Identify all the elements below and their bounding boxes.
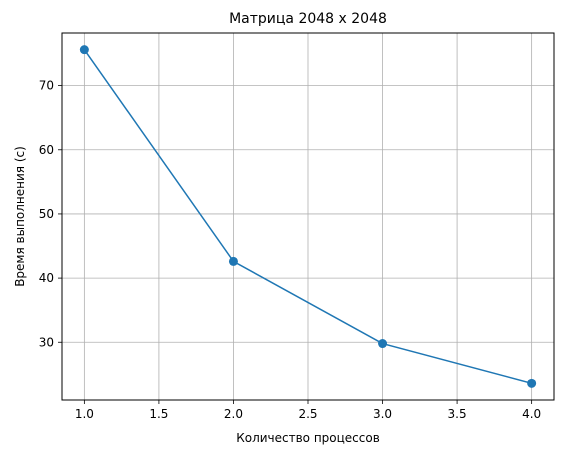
x-tick-label: 2.0 <box>224 407 243 421</box>
axis-ticks: 1.0 1.5 2.0 2.5 3.0 3.5 4.0 30 40 50 60 70 <box>39 79 541 421</box>
y-tick-label: 70 <box>39 79 54 93</box>
x-tick-label: 3.5 <box>448 407 467 421</box>
chart-title: Матрица 2048 x 2048 <box>229 11 387 27</box>
y-axis-label: Время выполнения (с) <box>13 146 27 287</box>
data-point <box>378 339 387 348</box>
y-tick-label: 30 <box>39 335 54 349</box>
x-tick-label: 1.0 <box>75 407 94 421</box>
y-tick-label: 40 <box>39 271 54 285</box>
x-tick-label: 4.0 <box>522 407 541 421</box>
data-point <box>80 45 89 54</box>
x-tick-label: 3.0 <box>373 407 392 421</box>
y-tick-label: 60 <box>39 143 54 157</box>
y-tick-label: 50 <box>39 207 54 221</box>
grid-lines <box>62 33 554 400</box>
data-point <box>527 379 536 388</box>
x-tick-label: 1.5 <box>149 407 168 421</box>
x-tick-label: 2.5 <box>298 407 317 421</box>
data-point <box>229 257 238 266</box>
x-axis-label: Количество процессов <box>236 431 380 445</box>
